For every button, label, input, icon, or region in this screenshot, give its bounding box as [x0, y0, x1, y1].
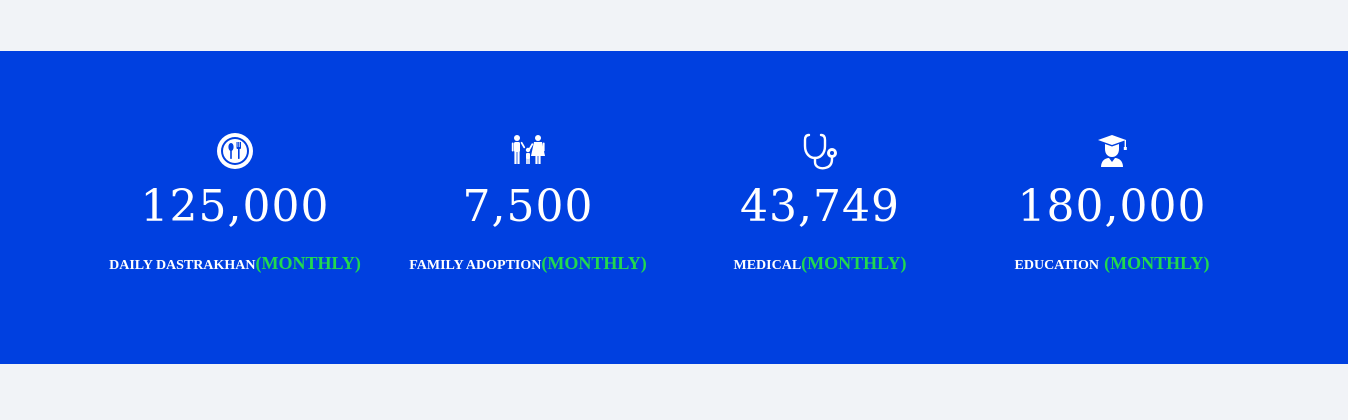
stat-label: MEDICAL(MONTHLY) — [650, 251, 990, 278]
stat-label-text: EDUCATION — [1014, 258, 1100, 273]
stethoscope-icon — [798, 131, 842, 171]
family-icon — [506, 131, 550, 171]
stat-family-adoption: 7,500 FAMILY ADOPTION(MONTHLY) — [368, 51, 688, 364]
stat-education: 180,000 EDUCATION (MONTHLY) — [952, 51, 1272, 364]
stat-value: 7,500 — [462, 181, 594, 232]
stat-medical: 43,749 MEDICAL(MONTHLY) — [660, 51, 980, 364]
stat-frequency: (MONTHLY) — [801, 253, 907, 273]
stat-value: 43,749 — [740, 181, 900, 232]
stat-daily-dastrakhan: 125,000 DAILY DASTRAKHAN(MONTHLY) — [75, 51, 395, 364]
stat-label-text: FAMILY ADOPTION — [409, 258, 542, 273]
stat-value: 125,000 — [140, 181, 330, 232]
graduate-icon — [1090, 131, 1134, 171]
stat-label: FAMILY ADOPTION(MONTHLY) — [358, 251, 698, 278]
stat-value: 180,000 — [1017, 181, 1207, 232]
stat-frequency: (MONTHLY) — [255, 253, 361, 273]
stat-label-text: MEDICAL — [733, 258, 802, 273]
food-plate-icon — [213, 131, 257, 171]
stats-band: 125,000 DAILY DASTRAKHAN(MONTHLY) — [0, 51, 1348, 364]
stat-label: EDUCATION (MONTHLY) — [942, 251, 1282, 278]
stat-frequency: (MONTHLY) — [1104, 253, 1210, 273]
stat-label: DAILY DASTRAKHAN(MONTHLY) — [65, 251, 405, 278]
stat-label-text: DAILY DASTRAKHAN — [109, 258, 256, 273]
stat-frequency: (MONTHLY) — [541, 253, 647, 273]
